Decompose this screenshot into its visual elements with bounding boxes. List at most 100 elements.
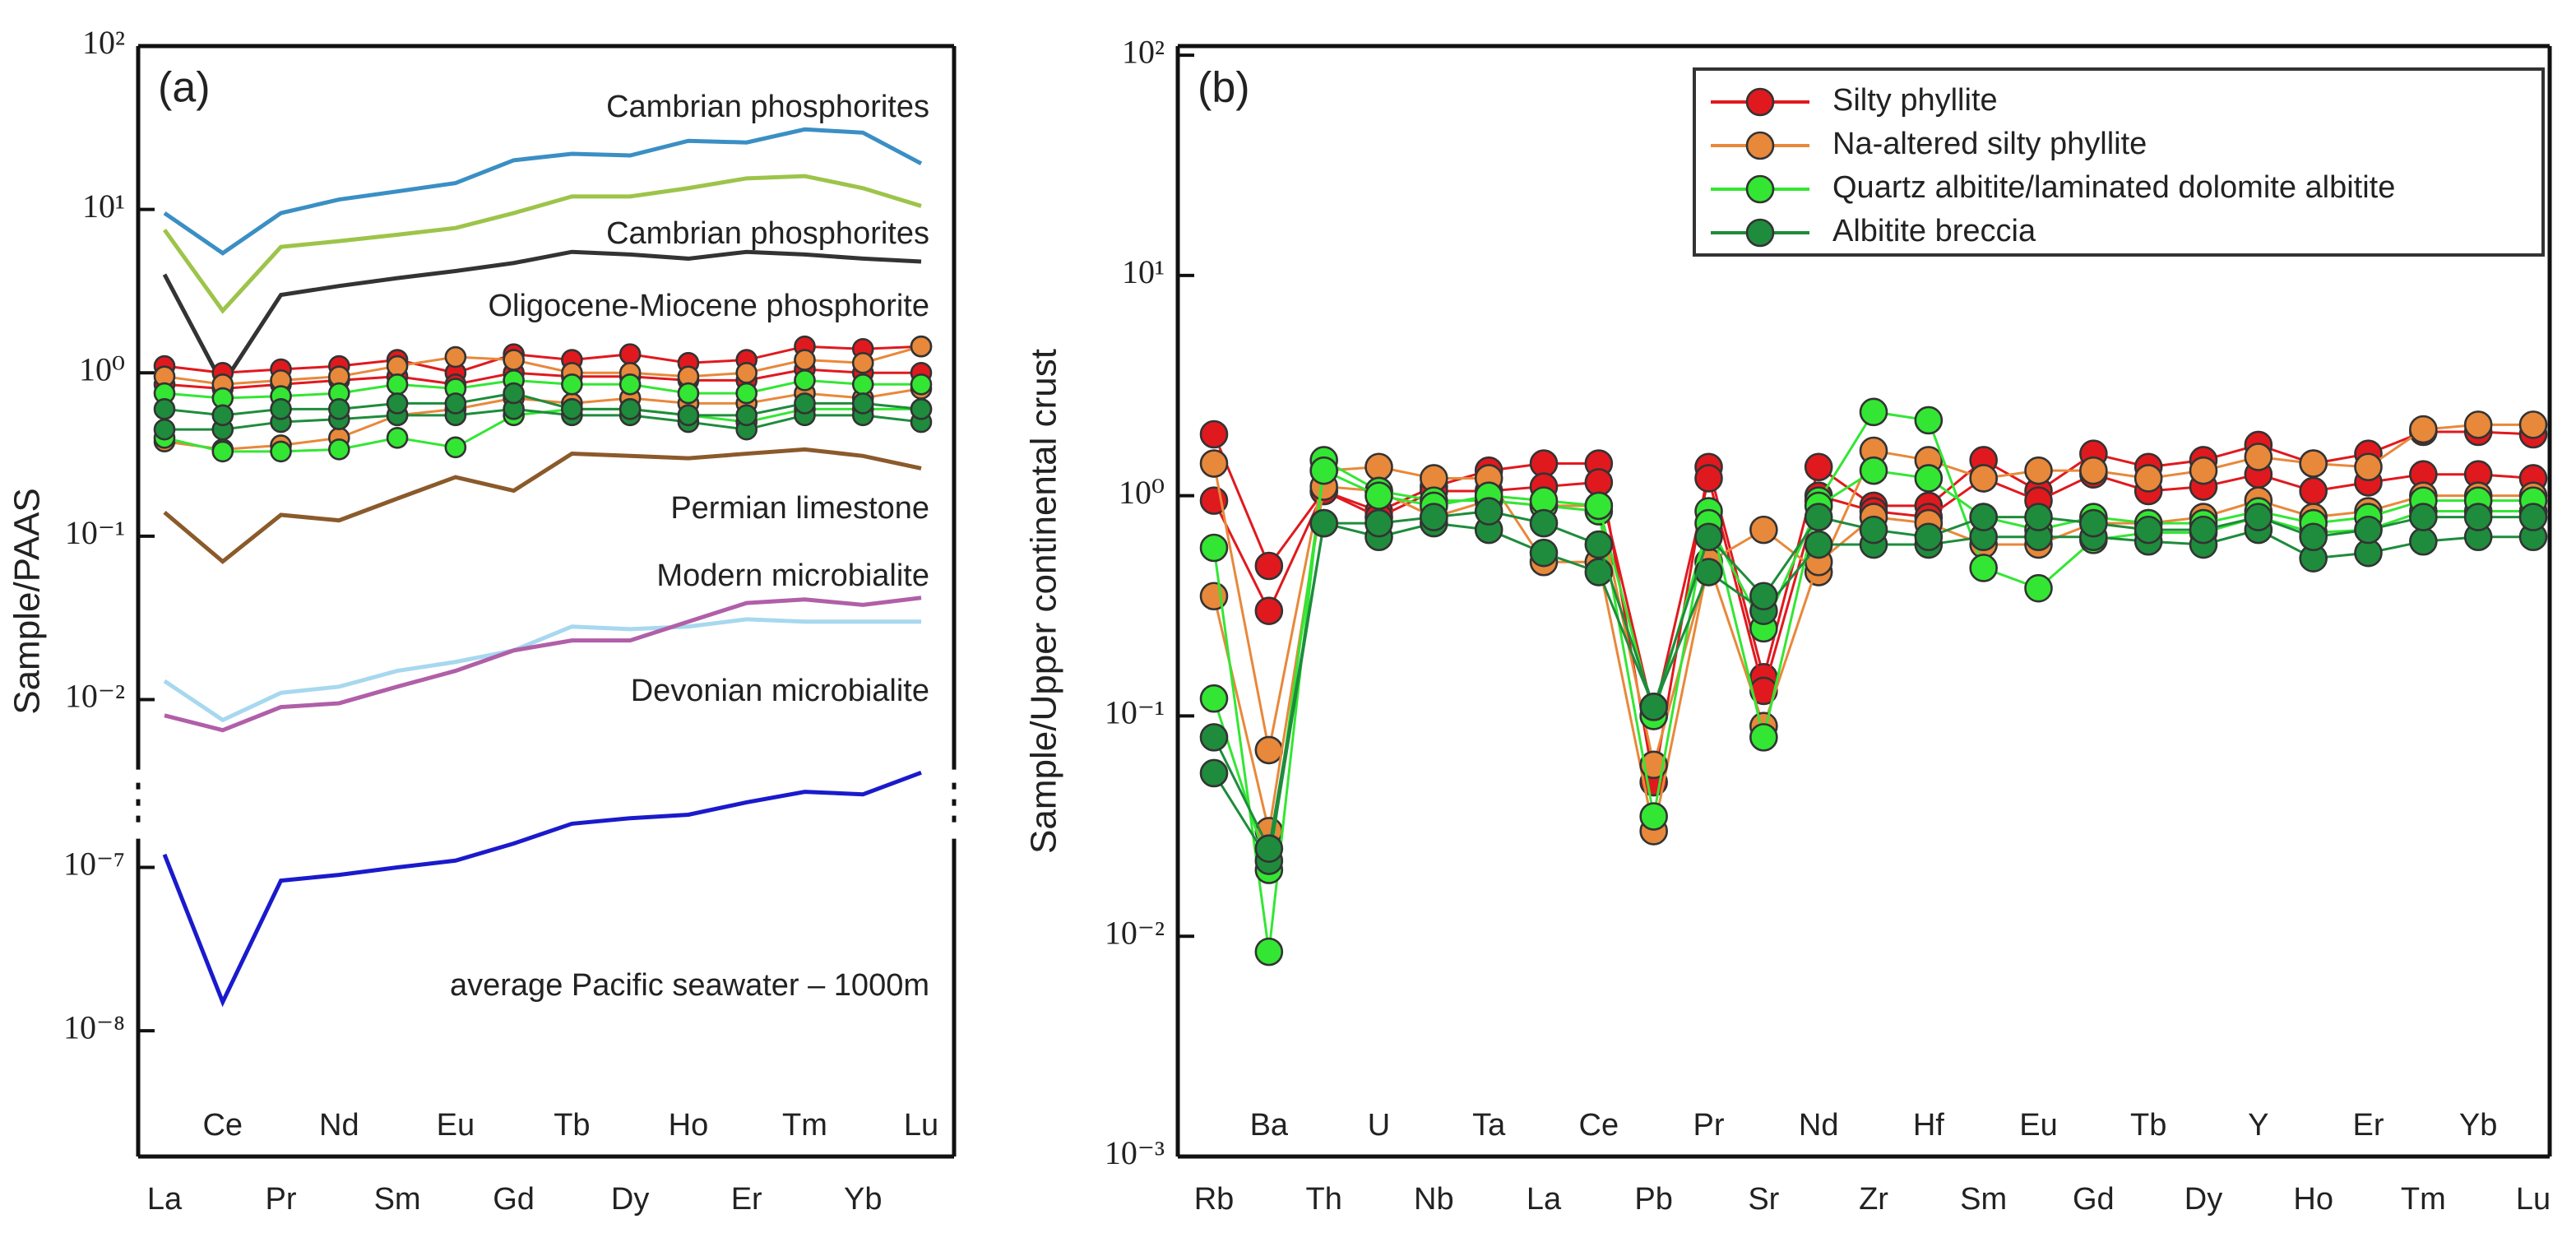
sample-marker [2079,508,2108,538]
sample-marker [2463,503,2493,531]
sample-marker [561,373,583,396]
sample-marker [386,355,409,378]
sample-marker [1694,522,1723,552]
sample-line [1212,521,2533,864]
sample-marker [1859,515,1888,545]
sample-marker [1309,508,1338,538]
curve-label: Modern microbialite [656,559,929,593]
sample-marker [1969,554,1998,582]
legend-label: Quartz albitite/laminated dolomite albit… [1832,170,2395,205]
x-tick-label: Nd [1799,1108,1839,1143]
x-tick-label: Lu [904,1108,938,1143]
sample-marker [2299,476,2328,506]
sample-marker [153,398,176,420]
sample-marker [851,392,874,415]
legend-label: Silty phyllite [1832,83,1998,118]
sample-marker [444,345,467,369]
curve-label: Cambrian phosphorites [606,216,929,251]
curve-label: Permian limestone [670,491,929,526]
legend-marker [1745,87,1775,117]
sample-marker [1254,596,1284,625]
sample-marker [1804,503,1833,531]
legend-marker [1745,131,1775,160]
sample-marker [153,418,176,441]
sample-marker [386,373,409,396]
x-tick-label: Er [2353,1108,2384,1143]
y-tick-label: 10¹ [1122,253,1165,290]
y-tick-label: 10⁻¹ [1105,694,1165,731]
y-tick-label: 10⁻⁷ [63,846,125,883]
sample-marker [735,361,758,384]
sample-marker [1529,538,1559,568]
sample-marker [2189,456,2218,485]
sample-marker [328,398,350,420]
sample-marker [270,398,292,420]
sample-marker [1639,802,1668,831]
sample-marker [1584,491,1614,521]
sample-marker [211,404,234,427]
sample-marker [1914,406,1944,435]
sample-marker [1199,449,1229,478]
x-tick-label: Hf [1913,1108,1944,1143]
sample-marker [910,398,933,420]
sample-marker [677,404,700,427]
sample-marker [2518,503,2548,531]
sample-marker [1474,497,1503,526]
sample-marker [1420,503,1448,531]
y-tick-label: 10⁰ [1119,474,1165,511]
sample-marker [1749,582,1778,611]
sample-line [1212,510,2533,853]
sample-marker [1309,456,1338,485]
legend-marker [1745,174,1775,204]
reference-line [163,617,921,723]
sample-marker [1254,735,1284,765]
sample-marker [1859,456,1888,485]
sample-marker [1199,533,1229,563]
sample-marker [1199,758,1229,788]
sample-marker [2244,443,2273,471]
sample-marker [2354,452,2383,482]
x-tick-label: Zr [1859,1182,1888,1217]
sample-marker [1749,723,1778,752]
sample-marker [2024,456,2053,485]
sample-marker [1199,684,1229,713]
sample-marker [2079,456,2108,485]
x-tick-label: Nd [319,1108,359,1143]
legend-box [1693,67,2545,257]
x-tick-label: Nb [1414,1182,1454,1217]
panel-label: (a) [158,64,211,112]
sample-marker [1529,508,1559,538]
sample-marker [1914,522,1944,552]
curve-label: Oligocene-Miocene phosphorite [488,289,929,323]
y-tick-label: 10² [1122,33,1165,70]
x-tick-label: Tm [2401,1182,2446,1217]
reference-line [164,596,922,733]
sample-marker [794,392,816,415]
sample-marker [619,343,642,365]
x-tick-label: Sr [1748,1182,1779,1217]
sample-marker [1199,723,1229,752]
sample-marker [2409,526,2438,556]
y-tick-label: 10² [82,24,125,61]
curve-label: Devonian microbialite [631,674,929,708]
sample-marker [1694,464,1723,493]
sample-marker [2134,515,2163,545]
y-tick-label: 10¹ [82,188,125,225]
x-tick-label: Th [1305,1182,1341,1217]
sample-marker [1804,530,1833,559]
sample-marker [386,392,409,415]
x-tick-label: Dy [611,1182,649,1217]
x-tick-label: Ce [1579,1108,1619,1143]
sample-marker [1639,693,1668,721]
x-tick-label: Eu [2019,1108,2057,1143]
sample-marker [2024,503,2053,531]
x-tick-label: La [147,1182,183,1217]
x-tick-label: Eu [437,1108,475,1143]
x-tick-label: Yb [844,1182,882,1217]
legend-marker [1745,218,1775,248]
curve-label: average Pacific seawater – 1000m [450,968,929,1003]
sample-marker [444,436,467,459]
x-tick-label: Ho [669,1108,709,1143]
sample-marker [444,392,467,415]
x-tick-label: Gd [493,1182,535,1217]
